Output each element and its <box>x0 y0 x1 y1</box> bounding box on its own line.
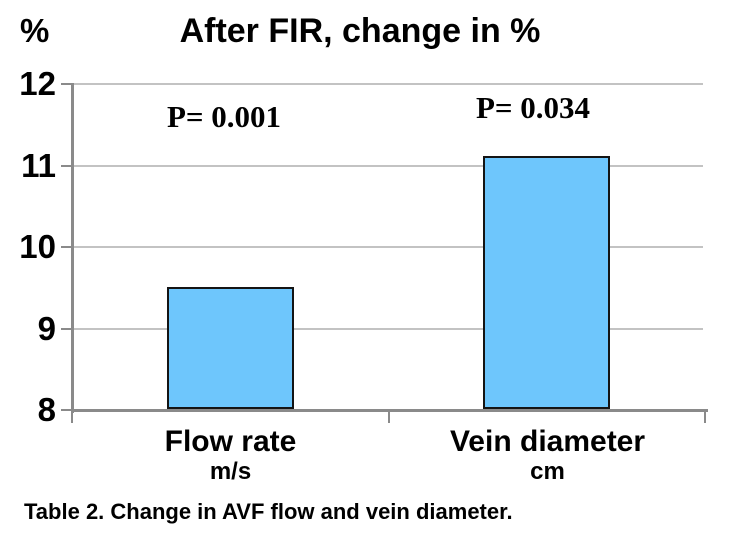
y-tick-mark-12 <box>61 83 71 85</box>
y-tick-mark-10 <box>61 246 71 248</box>
category-name: Vein diameter <box>449 425 646 458</box>
x-tick-mark-1 <box>387 411 390 423</box>
y-axis-title: % <box>20 12 50 49</box>
y-tick-mark-11 <box>61 164 71 167</box>
y-tick-mark-9 <box>61 327 71 330</box>
figure-caption: Table 2. Change in AVF flow and vein dia… <box>24 499 513 524</box>
category-unit: m/s <box>209 458 252 485</box>
category-label-vein-diameter: Vein diameter cm <box>389 426 706 486</box>
bar-vein-diameter <box>483 156 611 409</box>
category-unit: cm <box>530 458 565 485</box>
annotation-p-value-flow-rate: P= 0.001 <box>166 99 282 134</box>
y-tick-label-11: 11 <box>21 146 56 184</box>
plot-area <box>61 83 708 423</box>
gridline-y-10 <box>74 246 703 248</box>
y-tick-label-12: 12 <box>19 65 56 102</box>
y-tick-label-9: 9 <box>37 309 56 347</box>
bar-flow-rate <box>166 286 294 409</box>
x-axis-line <box>71 409 708 412</box>
y-tick-mark-8 <box>61 409 71 411</box>
x-tick-mark-2 <box>704 411 706 423</box>
y-tick-label-8: 8 <box>37 391 56 428</box>
category-name: Flow rate <box>164 425 297 458</box>
gridline-y-12 <box>74 83 703 85</box>
annotation-p-value-vein-diameter: P= 0.034 <box>475 90 591 125</box>
category-label-flow-rate: Flow rate m/s <box>72 426 389 486</box>
x-tick-mark-0 <box>71 411 73 423</box>
y-tick-label-10: 10 <box>19 228 56 265</box>
y-axis-line <box>71 83 74 413</box>
gridline-y-11 <box>74 164 703 167</box>
gridline-y-9 <box>74 327 703 330</box>
chart-title: After FIR, change in % <box>179 12 541 50</box>
